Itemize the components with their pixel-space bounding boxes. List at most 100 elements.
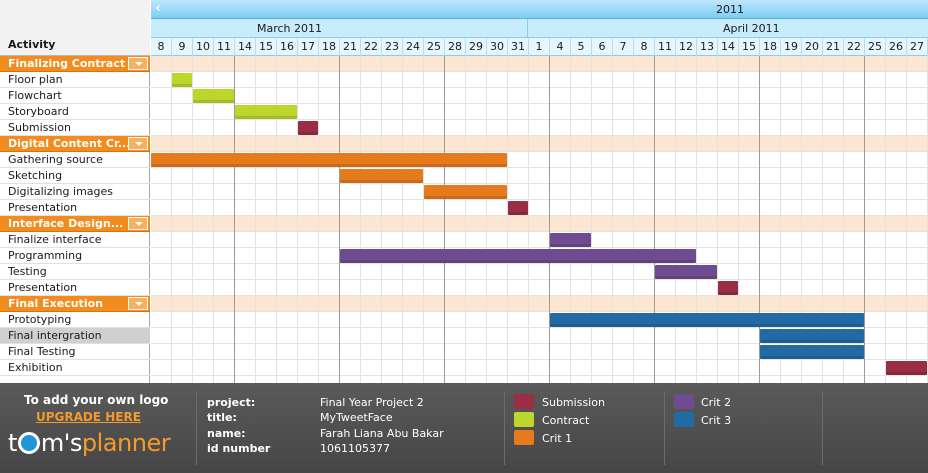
activity-row[interactable]: Presentation bbox=[0, 280, 150, 296]
grid-column-line bbox=[654, 56, 655, 383]
grid-column-line bbox=[717, 56, 718, 383]
grid-row bbox=[151, 248, 928, 264]
grid-row bbox=[151, 264, 928, 280]
grid-group-row bbox=[151, 56, 928, 72]
activity-row[interactable]: Gathering source bbox=[0, 152, 150, 168]
task-bar[interactable] bbox=[151, 153, 507, 167]
task-bar[interactable] bbox=[424, 185, 507, 199]
task-bar[interactable] bbox=[172, 73, 192, 87]
task-bar[interactable] bbox=[550, 313, 864, 327]
grid-column-line bbox=[885, 56, 886, 383]
activity-row[interactable]: Testing bbox=[0, 264, 150, 280]
day-label: 25 bbox=[865, 38, 886, 56]
chevron-down-icon[interactable] bbox=[128, 297, 148, 310]
day-label: 30 bbox=[487, 38, 508, 56]
activity-row[interactable]: Sketching bbox=[0, 168, 150, 184]
legend-swatch bbox=[514, 412, 534, 427]
project-value: Final Year Project 2 bbox=[320, 396, 424, 409]
activity-group-header[interactable]: Finalizing Contract bbox=[0, 56, 150, 72]
activity-row[interactable]: Flowchart bbox=[0, 88, 150, 104]
day-label: 9 bbox=[172, 38, 193, 56]
day-label: 26 bbox=[886, 38, 907, 56]
grid-column-line bbox=[465, 56, 466, 383]
day-label: 15 bbox=[256, 38, 277, 56]
day-label: 1 bbox=[529, 38, 550, 56]
grid-row bbox=[151, 280, 928, 296]
grid-column-line bbox=[213, 56, 214, 383]
task-bar[interactable] bbox=[718, 281, 738, 295]
task-bar[interactable] bbox=[340, 169, 423, 183]
day-label: 20 bbox=[802, 38, 823, 56]
upgrade-link[interactable]: UPGRADE HERE bbox=[36, 410, 141, 424]
task-bar[interactable] bbox=[298, 121, 318, 135]
grid-column-line bbox=[759, 56, 760, 383]
title-value: MyTweetFace bbox=[320, 411, 393, 424]
grid-row bbox=[151, 152, 928, 168]
grid-column-line bbox=[360, 56, 361, 383]
activity-row[interactable]: Finalize interface bbox=[0, 232, 150, 248]
legend-label: Crit 2 bbox=[701, 396, 732, 409]
activity-group-header[interactable]: Digital Content Cr... bbox=[0, 136, 150, 152]
month-divider bbox=[527, 19, 528, 38]
group-label: Digital Content Cr... bbox=[8, 137, 131, 150]
grid-column-line bbox=[549, 56, 550, 383]
task-bar[interactable] bbox=[340, 249, 696, 263]
name-label: name: bbox=[207, 427, 246, 440]
title-label: title: bbox=[207, 411, 237, 424]
legend-label: Crit 1 bbox=[542, 432, 573, 445]
activity-label: Floor plan bbox=[8, 73, 63, 86]
day-label: 31 bbox=[508, 38, 529, 56]
day-label: 22 bbox=[844, 38, 865, 56]
grid-group-row bbox=[151, 296, 928, 312]
id-number-label: id number bbox=[207, 442, 271, 455]
activity-row[interactable]: Presentation bbox=[0, 200, 150, 216]
grid-column-line bbox=[612, 56, 613, 383]
activity-row[interactable]: Programming bbox=[0, 248, 150, 264]
group-label: Finalizing Contract bbox=[8, 57, 126, 70]
id-number-value: 1061105377 bbox=[320, 442, 390, 455]
chevron-down-icon[interactable] bbox=[128, 137, 148, 150]
day-label: 23 bbox=[382, 38, 403, 56]
activity-label: Submission bbox=[8, 121, 71, 134]
day-label: 17 bbox=[298, 38, 319, 56]
legend-label: Submission bbox=[542, 396, 605, 409]
activity-row[interactable]: Storyboard bbox=[0, 104, 150, 120]
task-bar[interactable] bbox=[655, 265, 717, 279]
activity-row[interactable]: Submission bbox=[0, 120, 150, 136]
grid-column-line bbox=[171, 56, 172, 383]
day-label: 25 bbox=[424, 38, 445, 56]
chevron-down-icon[interactable] bbox=[128, 217, 148, 230]
grid-column-line bbox=[234, 56, 235, 383]
activity-group-header[interactable]: Final Execution bbox=[0, 296, 150, 312]
task-bar[interactable] bbox=[550, 233, 591, 247]
scroll-left-icon[interactable]: ‹ bbox=[155, 1, 161, 16]
footer-divider bbox=[196, 391, 197, 465]
task-bar[interactable] bbox=[235, 105, 297, 119]
activity-label: Sketching bbox=[8, 169, 63, 182]
activity-row[interactable]: Final Testing bbox=[0, 344, 150, 360]
activity-label: Exhibition bbox=[8, 361, 63, 374]
activity-row[interactable]: Final intergration bbox=[0, 328, 150, 344]
task-bar[interactable] bbox=[193, 89, 234, 103]
task-bar[interactable] bbox=[760, 345, 864, 359]
task-bar[interactable] bbox=[760, 329, 864, 343]
grid-column-line bbox=[402, 56, 403, 383]
activity-row[interactable]: Exhibition bbox=[0, 360, 150, 376]
day-label: 13 bbox=[697, 38, 718, 56]
task-bar[interactable] bbox=[886, 361, 927, 375]
grid-column-line bbox=[423, 56, 424, 383]
activity-label: Flowchart bbox=[8, 89, 62, 102]
promo-text: To add your own logo bbox=[24, 393, 169, 407]
grid-column-line bbox=[276, 56, 277, 383]
activity-row[interactable]: Digitalizing images bbox=[0, 184, 150, 200]
timeline-scrollbar[interactable]: ‹ 2011 bbox=[151, 0, 928, 19]
month-label-march: March 2011 bbox=[257, 22, 323, 35]
activity-row[interactable]: Prototyping bbox=[0, 312, 150, 328]
month-label-april: April 2011 bbox=[723, 22, 780, 35]
task-bar[interactable] bbox=[508, 201, 528, 215]
chevron-down-icon[interactable] bbox=[128, 57, 148, 70]
footer-divider bbox=[822, 391, 823, 465]
activity-row[interactable]: Floor plan bbox=[0, 72, 150, 88]
activity-group-header[interactable]: Interface Design... bbox=[0, 216, 150, 232]
